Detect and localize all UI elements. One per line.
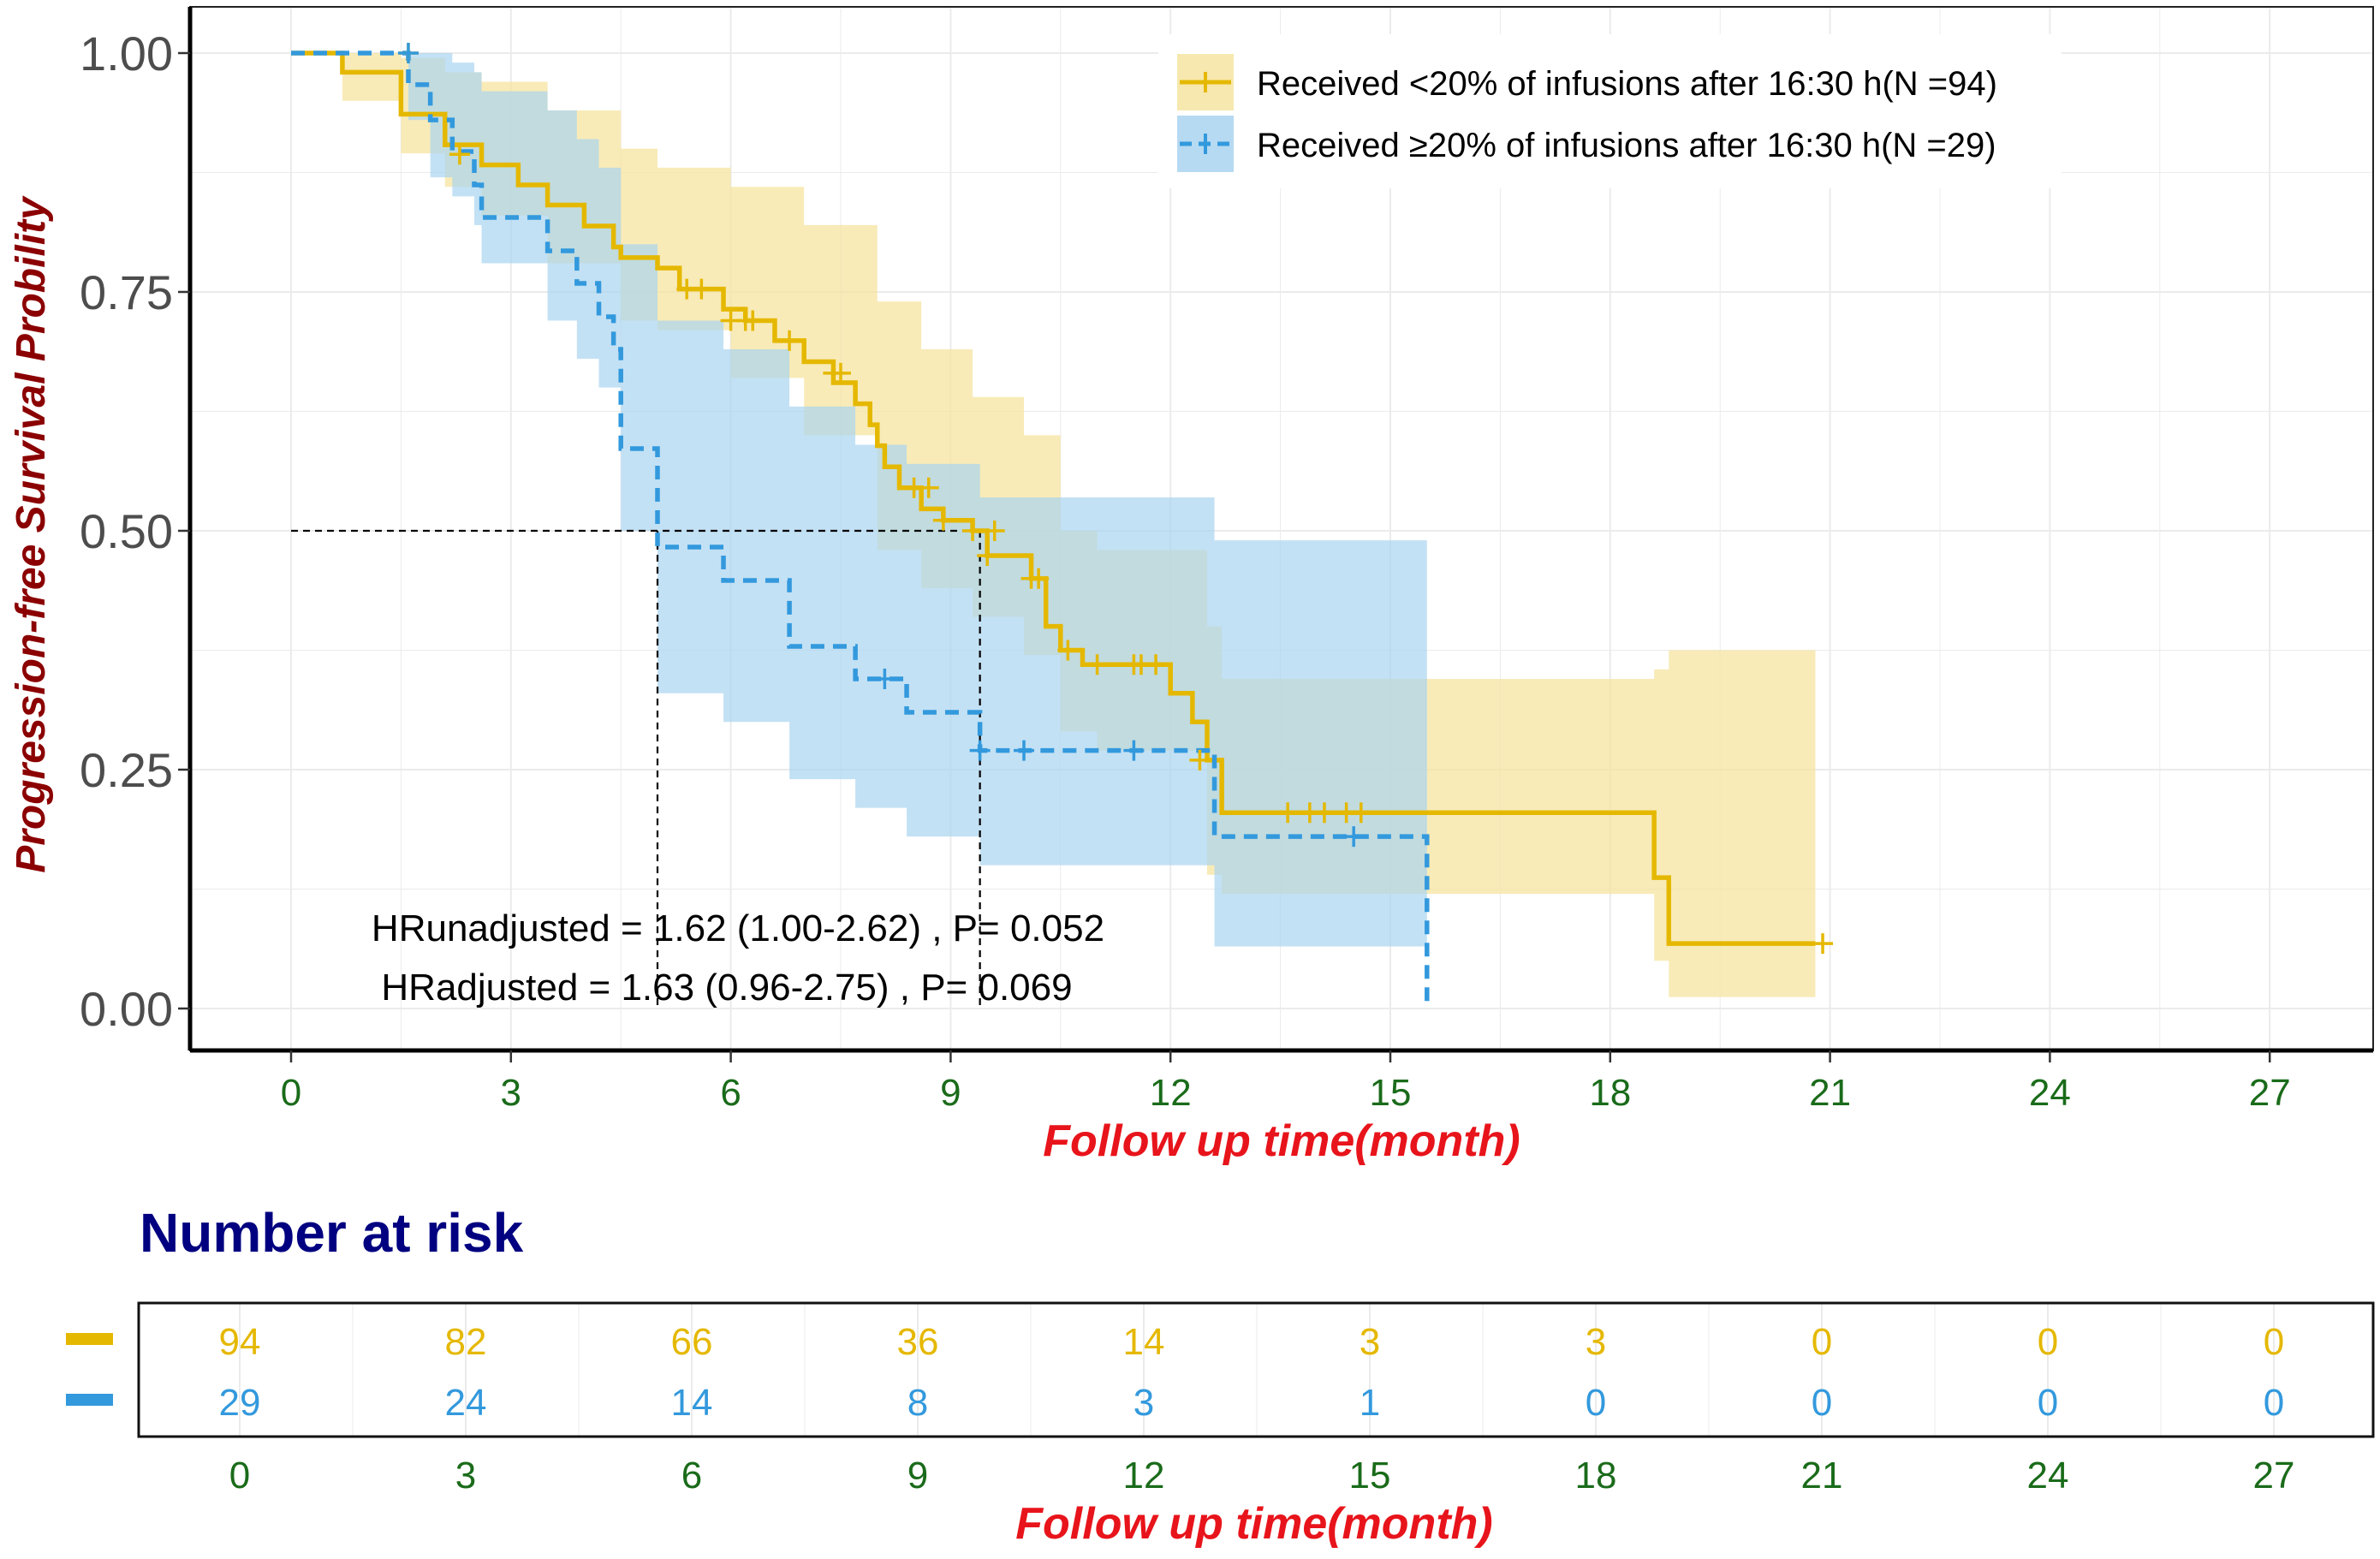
- risk-x-tick-label: 3: [455, 1455, 476, 1497]
- censor-mark: [1343, 826, 1365, 848]
- y-tick-label: 0.25: [80, 743, 173, 797]
- risk-count: 0: [1812, 1382, 1832, 1424]
- censor-mark: [830, 362, 851, 384]
- censor-mark: [742, 310, 764, 331]
- hr-unadjusted-annotation: HRunadjusted = 1.62 (1.00-2.62) , P= 0.0…: [372, 907, 1104, 949]
- x-tick-label: 15: [1370, 1072, 1412, 1114]
- x-tick-label: 0: [281, 1072, 301, 1114]
- risk-count: 1: [1360, 1382, 1380, 1424]
- censor-mark: [1277, 802, 1299, 824]
- censor-mark: [1313, 802, 1335, 824]
- y-tick-label: 0.50: [80, 504, 173, 558]
- risk-count: 3: [1360, 1321, 1380, 1363]
- censor-mark: [1350, 802, 1371, 824]
- censor-mark: [1028, 568, 1050, 589]
- censor-mark: [1189, 749, 1211, 771]
- risk-x-tick-label: 15: [1349, 1455, 1391, 1497]
- risk-count: 0: [2264, 1321, 2284, 1363]
- x-tick-label: 18: [1589, 1072, 1631, 1114]
- risk-count: 0: [2038, 1382, 2058, 1424]
- x-tick-label: 27: [2249, 1072, 2291, 1114]
- risk-x-tick-label: 18: [1575, 1455, 1617, 1497]
- risk-x-tick-label: 12: [1123, 1455, 1165, 1497]
- censor-mark: [1086, 654, 1108, 675]
- series-2-censor-marks: [397, 43, 1365, 848]
- risk-count: 36: [897, 1321, 939, 1363]
- risk-count: 24: [445, 1382, 487, 1424]
- censor-mark: [918, 477, 939, 498]
- x-axis-title: Follow up time(month): [1043, 1116, 1520, 1166]
- hr-adjusted-annotation: HRadjusted = 1.63 (0.96-2.75) , P= 0.069: [381, 967, 1072, 1009]
- series-1-censor-marks: [397, 43, 1834, 955]
- censor-mark: [977, 545, 998, 567]
- censor-mark: [691, 278, 712, 300]
- risk-x-tick-label: 27: [2253, 1455, 2295, 1497]
- risk-count: 0: [2038, 1321, 2058, 1363]
- risk-table: 94 82 66 36 14 3 3 0 0 029 24 14 8 3 1 0 0 0 00 3 6 9 12 15 18 21…: [66, 1301, 2375, 1549]
- x-tick-label: 6: [720, 1072, 741, 1114]
- legend: Received <20% of infusions after 16:30 h…: [1158, 34, 2062, 188]
- risk-count: 8: [907, 1382, 928, 1424]
- risk-x-tick-label: 9: [907, 1455, 928, 1497]
- censor-mark: [984, 521, 1005, 541]
- x-tick-label: 9: [940, 1072, 961, 1114]
- censor-mark: [1812, 933, 1834, 955]
- risk-x-axis-title: Follow up time(month): [1015, 1499, 1492, 1549]
- risk-x-tick-label: 0: [229, 1455, 250, 1497]
- censor-mark: [1145, 654, 1167, 675]
- risk-count: 0: [1812, 1321, 1832, 1363]
- risk-row-key-1: [66, 1333, 113, 1345]
- y-tick-label: 0.00: [80, 982, 173, 1036]
- risk-x-tick-label: 6: [681, 1455, 702, 1497]
- survival-curve-series-2: [291, 51, 1430, 1009]
- censor-mark: [449, 144, 470, 165]
- legend-label-series-2: Received ≥20% of infusions after 16:30 h…: [1257, 127, 1996, 164]
- risk-table-panel: [139, 1303, 2373, 1437]
- ci-band-series-2: [291, 53, 1427, 947]
- censor-mark: [969, 740, 991, 761]
- risk-count: 14: [671, 1382, 713, 1424]
- censor-mark: [962, 521, 984, 541]
- risk-table-border: [137, 1301, 2375, 1438]
- risk-row-key-2: [66, 1394, 113, 1406]
- risk-count: 3: [1133, 1382, 1154, 1424]
- censor-mark: [1123, 740, 1145, 761]
- risk-x-tick-label: 24: [2027, 1455, 2069, 1497]
- median-reference-lines: [291, 529, 981, 1009]
- risk-count: 66: [671, 1321, 713, 1363]
- x-tick-label: 3: [501, 1072, 521, 1114]
- risk-x-tick-label: 21: [1801, 1455, 1843, 1497]
- legend-box: [1158, 34, 2062, 188]
- risk-table-title: Number at risk: [140, 1202, 524, 1264]
- risk-count: 94: [219, 1321, 261, 1363]
- risk-count: 0: [1586, 1382, 1606, 1424]
- risk-count: 82: [445, 1321, 487, 1363]
- y-axis-title: Progression-free Survival Probility: [9, 195, 54, 873]
- x-tick-label: 12: [1150, 1072, 1192, 1114]
- y-tick-label: 0.75: [80, 265, 173, 319]
- risk-count: 3: [1586, 1321, 1606, 1363]
- y-tick-label: 1.00: [80, 27, 173, 80]
- x-tick-label: 21: [1809, 1072, 1851, 1114]
- x-tick-label: 24: [2029, 1072, 2071, 1114]
- risk-count: 29: [219, 1382, 261, 1424]
- censor-mark: [932, 509, 954, 531]
- censor-mark: [1057, 640, 1079, 661]
- legend-label-series-1: Received <20% of infusions after 16:30 h…: [1257, 65, 1997, 103]
- censor-mark: [397, 43, 419, 63]
- censor-mark: [779, 330, 800, 351]
- risk-count: 0: [2264, 1382, 2284, 1424]
- survival-curve-series-1: [291, 51, 1816, 946]
- censor-mark: [874, 668, 895, 689]
- risk-count: 14: [1123, 1321, 1165, 1363]
- censor-mark: [1014, 740, 1034, 761]
